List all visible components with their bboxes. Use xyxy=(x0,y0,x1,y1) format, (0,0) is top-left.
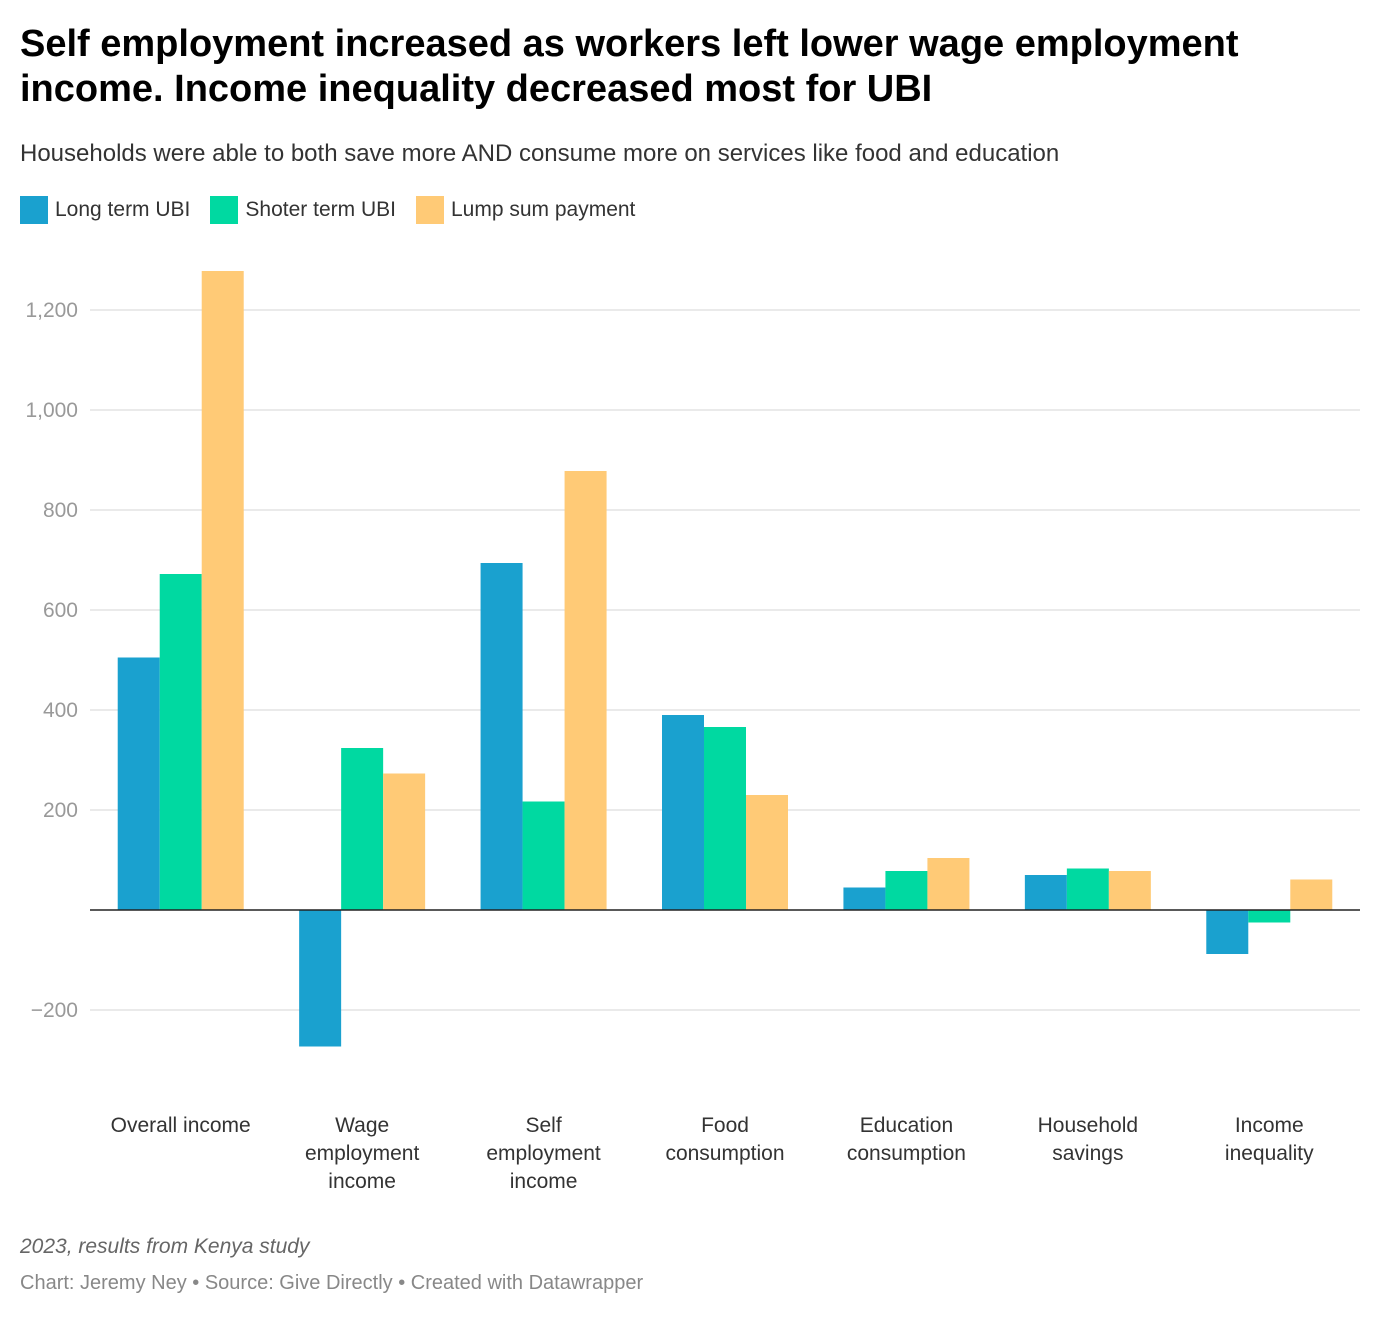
x-category-label: inequality xyxy=(1225,1142,1314,1165)
legend-swatch-long-term-ubi xyxy=(20,196,48,224)
bar xyxy=(1108,871,1151,910)
y-tick-label: 400 xyxy=(43,699,78,722)
bar-chart: −200 200 400 600 800 1,000 1,200 Overall income… xyxy=(25,271,1360,1193)
legend-label-shorter-term-ubi: Shoter term UBI xyxy=(245,198,396,221)
x-category-label: Overall income xyxy=(111,1114,251,1137)
bar xyxy=(299,910,342,1047)
x-category-label: Self xyxy=(525,1114,561,1137)
legend-swatch-shorter-term-ubi xyxy=(210,196,239,224)
bar xyxy=(383,773,426,910)
legend-swatch-lump-sum-payment xyxy=(415,196,444,224)
x-category-label: employment xyxy=(305,1142,420,1165)
bar xyxy=(117,657,160,910)
legend: Long term UBI Shoter term UBI Lump sum p… xyxy=(20,196,655,224)
bar xyxy=(1290,879,1333,910)
x-category-label: Education xyxy=(860,1114,953,1137)
x-category-label: consumption xyxy=(665,1142,784,1165)
x-category-label: Income xyxy=(1235,1114,1304,1137)
bar xyxy=(564,471,607,910)
bar xyxy=(1066,868,1109,910)
y-tick-label: 1,000 xyxy=(25,399,78,422)
bar xyxy=(480,563,523,910)
x-category-label: savings xyxy=(1052,1142,1123,1165)
bar xyxy=(746,795,788,910)
legend-item-long-term-ubi: Long term UBI xyxy=(20,196,190,224)
y-tick-label: 1,200 xyxy=(25,299,78,322)
bar xyxy=(201,271,244,910)
y-tick-label: 800 xyxy=(43,499,78,522)
legend-item-shorter-term-ubi: Shoter term UBI xyxy=(210,196,396,224)
bar xyxy=(843,887,886,910)
chart-notes: 2023, results from Kenya study xyxy=(20,1235,310,1258)
legend-item-lump-sum-payment: Lump sum payment xyxy=(415,196,636,224)
legend-label-lump-sum-payment: Lump sum payment xyxy=(450,198,636,221)
x-category-label: income xyxy=(510,1170,578,1193)
bar xyxy=(885,871,928,910)
y-tick-label: 600 xyxy=(43,599,78,622)
bar xyxy=(1248,910,1291,923)
x-category-label: Food xyxy=(701,1114,749,1137)
x-category-label: Household xyxy=(1038,1114,1138,1137)
legend-label-long-term-ubi: Long term UBI xyxy=(55,198,191,221)
y-tick-label: −200 xyxy=(31,999,78,1022)
bar xyxy=(1024,875,1067,910)
x-category-label: employment xyxy=(486,1142,601,1165)
bar xyxy=(1206,910,1249,954)
chart-subtitle: Households were able to both save more A… xyxy=(20,140,1060,167)
bar xyxy=(341,748,384,910)
x-category-label: income xyxy=(328,1170,396,1193)
bar xyxy=(927,858,970,910)
chart-footer: Chart: Jeremy Ney • Source: Give Directl… xyxy=(20,1272,644,1294)
bar xyxy=(159,574,202,910)
chart-title: Self employment increased as workers lef… xyxy=(20,23,1239,110)
bar xyxy=(704,727,746,910)
x-category-label: Wage xyxy=(335,1114,389,1137)
y-tick-label: 200 xyxy=(43,799,78,822)
bar xyxy=(522,801,565,910)
bar xyxy=(662,715,704,910)
x-category-label: consumption xyxy=(847,1142,966,1165)
